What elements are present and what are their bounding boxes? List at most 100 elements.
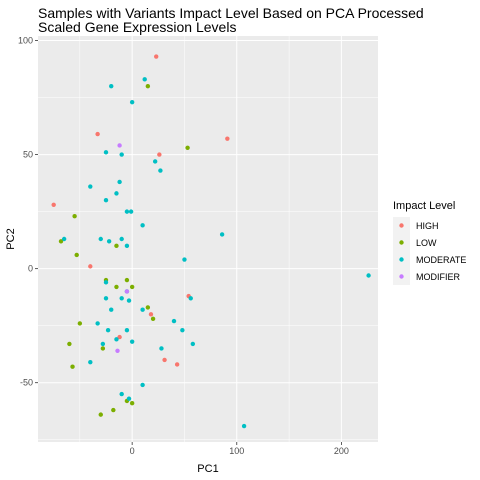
point-moderate xyxy=(95,321,100,326)
point-moderate xyxy=(103,280,109,285)
point-moderate xyxy=(180,328,185,333)
point-low xyxy=(124,277,130,283)
x-axis-label: PC1 xyxy=(197,463,218,475)
point-moderate xyxy=(114,337,119,342)
point-low xyxy=(129,401,135,406)
point-moderate xyxy=(100,341,106,347)
point-moderate xyxy=(117,179,122,185)
point-moderate xyxy=(140,382,145,388)
chart-title: Samples with Variants Impact Level Based… xyxy=(38,5,424,35)
point-moderate xyxy=(152,159,158,164)
point-moderate xyxy=(129,339,135,344)
legend-label-high: HIGH xyxy=(416,221,439,231)
point-low xyxy=(74,252,79,258)
legend: Impact Level HIGH LOW MODERATE MODIFIER xyxy=(393,200,466,285)
legend-title: Impact Level xyxy=(393,200,455,212)
y-tick-label: 50 xyxy=(23,150,33,160)
point-low xyxy=(111,407,116,413)
point-high xyxy=(88,264,93,269)
y-axis-ticks: -50 0 50 100 xyxy=(18,36,38,388)
legend-marker-modifier xyxy=(399,274,404,279)
point-moderate xyxy=(88,184,93,189)
point-moderate xyxy=(88,359,93,365)
point-high xyxy=(157,152,162,157)
major-gridlines xyxy=(38,36,378,442)
y-axis-label: PC2 xyxy=(5,228,17,249)
legend-label-modifier: MODIFIER xyxy=(416,272,460,282)
point-modifier xyxy=(117,143,122,148)
point-high xyxy=(162,357,167,363)
point-moderate xyxy=(61,236,67,242)
point-low xyxy=(114,284,119,290)
point-low xyxy=(70,364,75,369)
point-modifier xyxy=(124,289,130,294)
legend-label-moderate: MODERATE xyxy=(416,255,466,265)
point-low xyxy=(58,239,64,244)
point-moderate xyxy=(158,168,163,173)
point-moderate xyxy=(126,396,132,401)
point-moderate xyxy=(103,296,109,301)
point-moderate xyxy=(119,152,124,157)
legend-marker-low xyxy=(399,240,404,245)
point-moderate xyxy=(126,298,132,303)
legend-marker-high xyxy=(399,223,404,228)
point-moderate xyxy=(142,77,147,82)
point-moderate xyxy=(105,328,111,333)
point-moderate xyxy=(171,318,177,324)
x-tick-label: 0 xyxy=(130,446,135,456)
point-low xyxy=(114,243,119,249)
y-tick-label: 100 xyxy=(18,36,33,46)
point-moderate xyxy=(182,257,187,262)
point-moderate xyxy=(119,296,124,301)
point-low xyxy=(100,346,106,351)
plot-panel xyxy=(38,36,378,442)
point-high xyxy=(154,54,159,59)
point-moderate xyxy=(219,232,225,237)
point-modifier xyxy=(115,348,120,353)
y-tick-label: -50 xyxy=(20,378,33,388)
point-low xyxy=(129,284,135,290)
point-moderate xyxy=(140,223,145,228)
point-high xyxy=(174,362,180,367)
point-moderate xyxy=(140,307,145,312)
point-moderate xyxy=(124,328,130,333)
point-high xyxy=(148,312,154,317)
point-low xyxy=(185,145,190,150)
minor-gridlines xyxy=(38,36,378,442)
point-low xyxy=(145,305,151,310)
x-tick-label: 200 xyxy=(334,446,349,456)
point-low xyxy=(77,321,83,326)
point-low xyxy=(67,341,72,347)
y-tick-label: 0 xyxy=(28,264,33,274)
point-low xyxy=(145,83,151,89)
point-moderate xyxy=(124,243,130,249)
point-moderate xyxy=(190,341,196,347)
point-moderate xyxy=(366,273,371,278)
chart-title-line-2: Scaled Gene Expression Levels xyxy=(38,19,236,35)
data-points xyxy=(51,54,371,429)
legend-items: HIGH LOW MODERATE MODIFIER xyxy=(393,217,466,285)
point-low xyxy=(150,316,156,322)
point-moderate xyxy=(103,150,109,155)
point-high xyxy=(51,202,56,207)
point-high xyxy=(95,131,100,137)
point-moderate xyxy=(119,236,124,242)
legend-marker-moderate xyxy=(399,257,404,262)
point-moderate xyxy=(109,307,114,312)
point-moderate xyxy=(124,209,130,214)
point-moderate xyxy=(98,236,103,242)
point-high xyxy=(225,136,230,141)
chart-title-line-1: Samples with Variants Impact Level Based… xyxy=(38,5,424,21)
point-low xyxy=(98,412,103,417)
point-moderate xyxy=(106,239,112,244)
point-moderate xyxy=(114,191,119,196)
point-moderate xyxy=(241,423,247,429)
x-tick-label: 100 xyxy=(229,446,244,456)
point-moderate xyxy=(109,83,114,89)
point-high xyxy=(117,334,122,340)
point-moderate xyxy=(128,209,134,214)
point-moderate xyxy=(103,198,109,203)
point-moderate xyxy=(129,99,135,105)
point-moderate xyxy=(188,296,193,301)
